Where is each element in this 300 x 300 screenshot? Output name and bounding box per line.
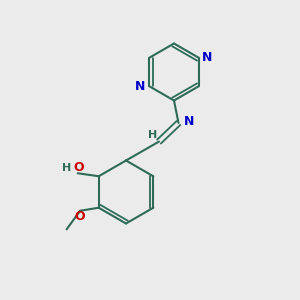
Text: H: H <box>148 130 157 140</box>
Text: N: N <box>202 51 213 64</box>
Text: O: O <box>74 210 85 223</box>
Text: O: O <box>73 161 84 174</box>
Text: H: H <box>62 163 71 173</box>
Text: N: N <box>135 80 146 93</box>
Text: N: N <box>184 115 194 128</box>
